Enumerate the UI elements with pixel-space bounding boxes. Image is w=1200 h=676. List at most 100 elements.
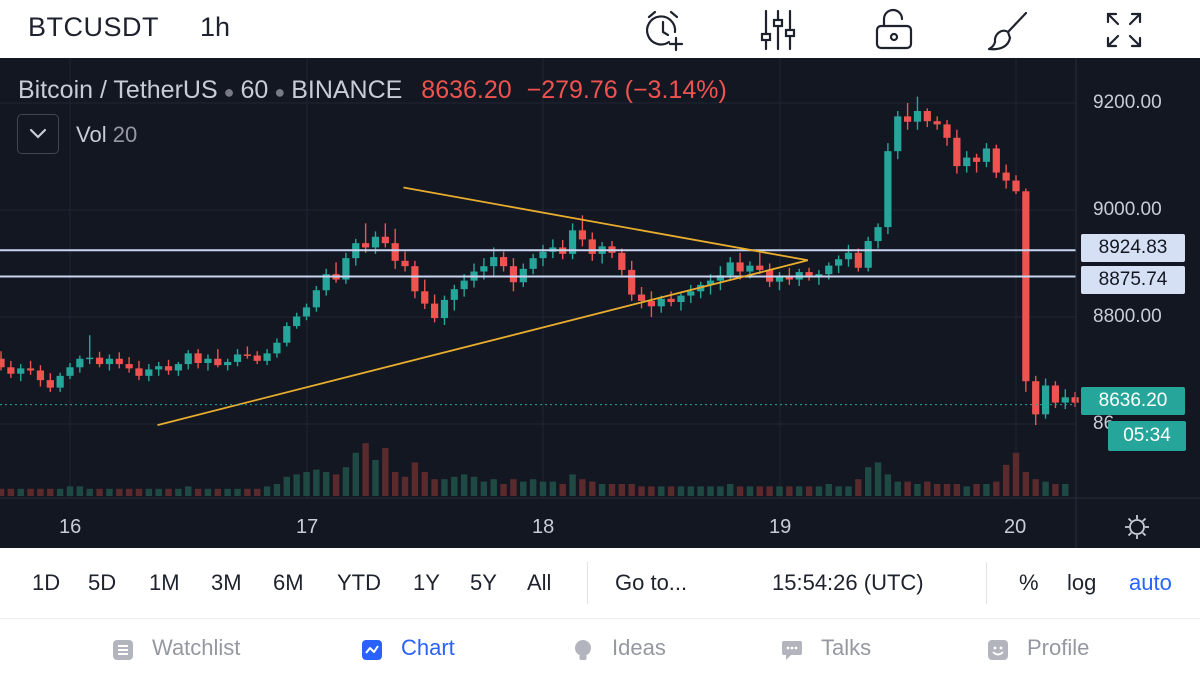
volume-bar (933, 484, 941, 496)
range-3m[interactable]: 3M (211, 570, 242, 595)
nav-chart[interactable]: Chart (401, 635, 455, 660)
candle (756, 252, 764, 275)
range-6m[interactable]: 6M (273, 570, 304, 595)
nav-ideas[interactable]: Ideas (612, 635, 666, 660)
candle-body (253, 355, 261, 361)
candle-body (628, 269, 636, 295)
candle (135, 360, 143, 381)
range-1m[interactable]: 1M (149, 570, 180, 595)
volume-bar (904, 481, 911, 496)
ideas-icon (575, 640, 591, 660)
candle-body (618, 252, 626, 270)
auto-scale-toggle[interactable]: auto (1129, 570, 1172, 595)
chart-legend: Bitcoin / TetherUS ● 60 ● BINANCE 8636.20 −2… (18, 76, 727, 105)
range-all[interactable]: All (527, 570, 552, 595)
candle-body (667, 298, 675, 303)
volume-bar (411, 462, 419, 496)
candle-body (233, 354, 242, 362)
percent-scale-toggle[interactable]: % (1019, 570, 1039, 595)
volume-study-label[interactable]: Vol 20 (76, 122, 137, 148)
volume-bar (194, 488, 202, 496)
bar-countdown: 05:34 (1108, 421, 1186, 451)
horizontal-line-label[interactable]: 8875.74 (1081, 266, 1185, 294)
candle (263, 349, 271, 366)
candle-body (362, 243, 370, 248)
volume-bar (589, 481, 596, 496)
time-label: 19 (769, 516, 792, 538)
range-5d[interactable]: 5D (88, 570, 117, 595)
volume-bar (736, 486, 744, 496)
candle-body (224, 361, 232, 366)
volume-bar (500, 484, 507, 496)
price-chart[interactable]: Bitcoin / TetherUS ● 60 ● BINANCE 8636.20 −2… (0, 58, 1200, 548)
trend-line[interactable] (403, 186, 809, 262)
volume-bar (559, 484, 566, 496)
volume-bar (323, 472, 330, 496)
candle-body (1012, 180, 1020, 192)
volume-bar (520, 481, 527, 496)
volume-bar (638, 486, 645, 496)
alarm-plus-icon[interactable] (641, 8, 685, 52)
time-label: 16 (59, 516, 82, 538)
candle (450, 284, 458, 311)
volume-bar (372, 460, 379, 496)
symbol-selector[interactable]: BTCUSDT (28, 12, 159, 42)
volume-bar (707, 486, 714, 496)
volume-bar (421, 472, 428, 496)
range-ytd[interactable]: YTD (337, 570, 381, 595)
indicators-icon[interactable] (756, 8, 800, 52)
fullscreen-icon[interactable] (1102, 8, 1146, 52)
candle-body (401, 260, 409, 267)
candle (953, 129, 961, 174)
candle (293, 312, 301, 329)
volume-bar (1012, 452, 1020, 496)
candle (697, 281, 705, 299)
interval-selector[interactable]: 1h (200, 12, 231, 42)
goto-button[interactable]: Go to... (615, 570, 688, 595)
candle-body (854, 252, 862, 268)
volume-bar (254, 488, 261, 496)
horizontal-line-label[interactable]: 8924.83 (1081, 234, 1185, 262)
candle (312, 285, 320, 312)
log-scale-toggle[interactable]: log (1067, 570, 1097, 595)
nav-watchlist[interactable]: Watchlist (152, 635, 241, 660)
volume-bar (510, 479, 517, 496)
utc-clock[interactable]: 15:54:26 (UTC) (772, 570, 924, 595)
nav-profile[interactable]: Profile (1027, 635, 1090, 660)
nav-talks[interactable]: Talks (821, 635, 872, 660)
range-1y[interactable]: 1Y (413, 570, 440, 595)
volume-bar (539, 481, 547, 496)
unlock-icon[interactable] (872, 8, 916, 52)
trend-line[interactable] (157, 259, 809, 426)
candle-body (1002, 172, 1010, 181)
candle (499, 251, 508, 272)
candle (539, 244, 547, 267)
candle (933, 116, 941, 130)
volume-bar (727, 484, 734, 496)
candle-body (874, 227, 882, 242)
candle-body (293, 316, 301, 327)
volume-bar (165, 488, 172, 496)
candle (194, 349, 202, 369)
brush-icon[interactable] (986, 8, 1030, 52)
volume-bar (569, 474, 576, 496)
candle (0, 351, 5, 371)
volume-bar (756, 486, 763, 496)
candle-body (17, 368, 25, 374)
candle-body (263, 353, 271, 361)
settings-gear-icon[interactable] (1123, 513, 1151, 541)
drawings[interactable] (0, 186, 1076, 426)
volume-bar (490, 479, 497, 496)
candle-body (7, 367, 15, 374)
candle (844, 244, 853, 267)
candle (411, 260, 419, 299)
volume-bar (224, 488, 231, 496)
range-1d[interactable]: 1D (32, 570, 61, 595)
candle (322, 268, 330, 296)
chevron-down-icon (29, 128, 47, 139)
collapse-legend-button[interactable] (17, 114, 59, 154)
candle (440, 295, 449, 326)
candle (362, 223, 370, 253)
volume-bar (894, 481, 901, 496)
range-5y[interactable]: 5Y (470, 570, 497, 595)
